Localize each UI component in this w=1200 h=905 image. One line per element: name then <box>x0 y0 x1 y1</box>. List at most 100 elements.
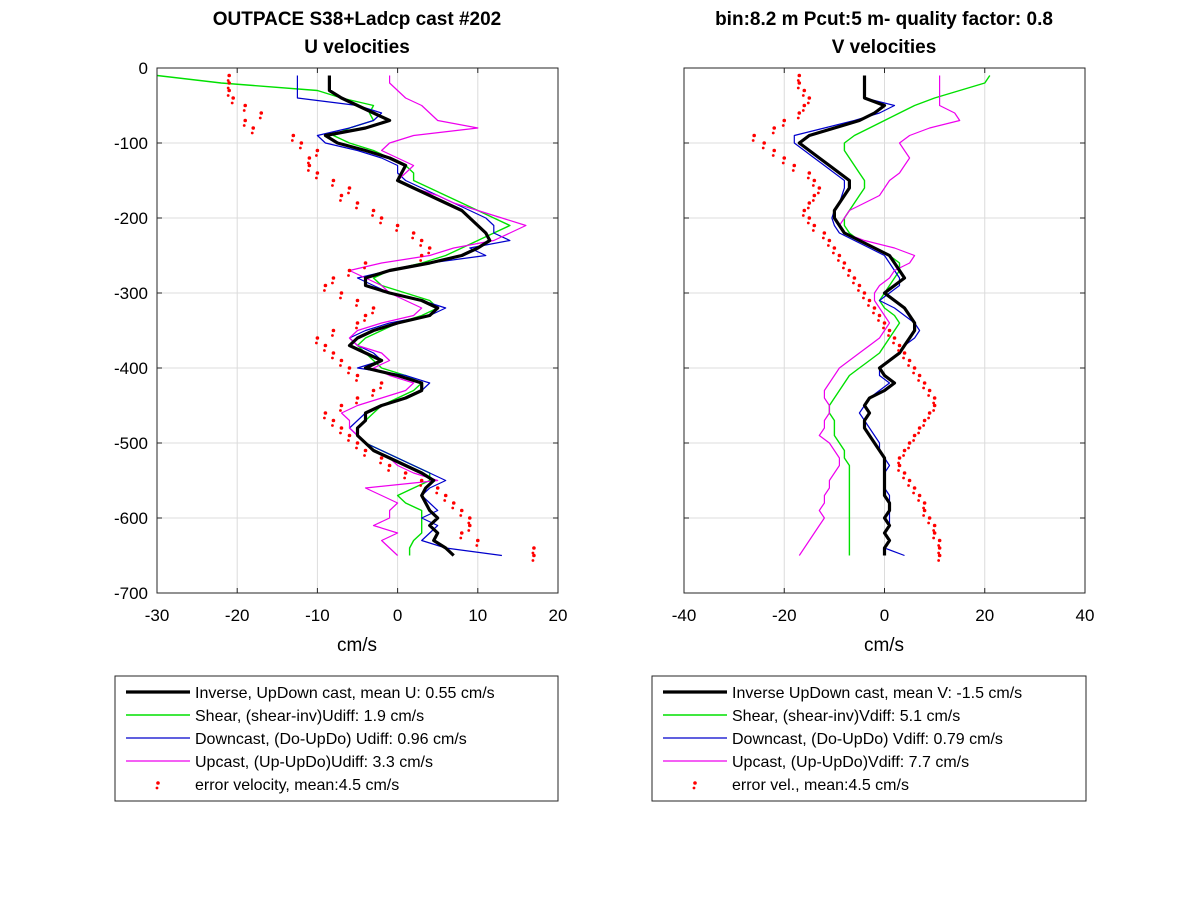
error-velocity-point <box>531 559 535 562</box>
error-velocity-point <box>937 546 942 550</box>
error-velocity-point <box>887 334 890 337</box>
error-velocity-point <box>323 289 326 292</box>
error-velocity-point <box>339 409 342 412</box>
error-velocity-point <box>781 124 785 127</box>
error-velocity-point <box>857 283 862 288</box>
legend-entry-label: Shear, (shear-inv)Udiff: 1.9 cm/s <box>195 708 424 725</box>
error-velocity-point <box>877 319 880 322</box>
error-velocity-point <box>347 366 352 370</box>
error-velocity-point <box>315 148 320 153</box>
error-velocity-point <box>347 268 352 273</box>
error-velocity-point <box>897 349 900 352</box>
error-velocity-point <box>419 238 424 243</box>
error-velocity-point <box>897 469 900 472</box>
error-velocity-point <box>802 208 807 213</box>
error-velocity-point <box>806 101 810 105</box>
error-velocity-point <box>230 101 234 105</box>
error-velocity-point <box>331 351 336 355</box>
error-velocity-point <box>331 424 334 427</box>
y-tick-label: -600 <box>114 509 148 528</box>
error-velocity-point <box>323 411 328 415</box>
error-velocity-point <box>459 508 464 513</box>
error-velocity-point <box>917 493 922 498</box>
error-velocity-point <box>355 396 360 400</box>
error-velocity-point <box>907 441 912 445</box>
error-velocity-point <box>339 199 342 202</box>
error-velocity-point <box>355 326 358 330</box>
error-velocity-point <box>806 176 810 180</box>
inverse-series-line <box>797 75 917 556</box>
error-velocity-point <box>796 86 800 90</box>
error-velocity-point <box>315 336 320 340</box>
error-velocity-point <box>459 536 463 540</box>
error-velocity-point <box>802 103 807 108</box>
error-velocity-point <box>937 553 942 558</box>
error-velocity-point <box>817 186 822 190</box>
error-velocity-point <box>811 199 815 202</box>
legend-swatch <box>155 781 160 790</box>
error-velocity-point <box>922 506 925 510</box>
error-velocity-point <box>761 146 765 150</box>
error-velocity-point <box>476 538 480 543</box>
error-velocity-point <box>339 431 342 435</box>
error-velocity-point <box>379 461 382 465</box>
error-velocity-point <box>932 536 936 540</box>
error-velocity-point <box>932 531 937 535</box>
error-velocity-point <box>315 154 318 157</box>
error-velocity-point <box>811 229 815 232</box>
error-velocity-point <box>259 111 264 115</box>
error-velocity-point <box>892 336 897 340</box>
error-velocity-point <box>807 216 812 220</box>
error-velocity-point <box>459 514 463 517</box>
error-velocity-point <box>752 133 756 138</box>
error-velocity-point <box>355 373 360 378</box>
error-velocity-point <box>379 221 382 225</box>
x-tick-label: -20 <box>772 606 797 625</box>
error-velocity-point <box>902 476 905 480</box>
x-tick-label: 10 <box>468 606 487 625</box>
error-velocity-point <box>917 373 922 378</box>
x-tick-label: -10 <box>305 606 330 625</box>
error-velocity-point <box>307 156 312 160</box>
error-velocity-point <box>435 486 440 490</box>
error-velocity-point <box>902 356 905 360</box>
error-velocity-point <box>807 201 812 205</box>
error-velocity-point <box>363 261 368 265</box>
v-ticks: -40 -20 0 20 40 <box>672 67 1094 625</box>
error-velocity-point <box>887 328 892 333</box>
upcast-series-line <box>798 75 961 556</box>
u-plot-frame <box>156 67 559 594</box>
y-tick-label: -700 <box>114 584 148 603</box>
error-velocity-point <box>331 178 336 183</box>
error-velocity-point <box>922 424 925 427</box>
error-velocity-point <box>937 538 942 543</box>
error-velocity-point <box>371 306 376 310</box>
error-velocity-point <box>927 516 932 520</box>
error-velocity-point <box>258 116 262 120</box>
error-velocity-point <box>822 231 827 235</box>
error-velocity-point <box>379 216 384 220</box>
error-velocity-point <box>315 341 318 345</box>
error-velocity-point <box>897 463 902 468</box>
error-velocity-point <box>339 364 342 367</box>
error-velocity-point <box>395 223 400 228</box>
error-velocity-point <box>347 371 350 375</box>
error-velocity-point <box>435 491 439 495</box>
error-velocity-point <box>897 343 902 348</box>
v-xaxis-label: cm/s <box>864 635 904 656</box>
error-velocity-point <box>339 426 344 430</box>
error-velocity-point <box>419 484 423 487</box>
error-velocity-point <box>532 553 536 558</box>
error-velocity-point <box>862 291 867 295</box>
u-velocity-panel: OUTPACE S38+Ladcp cast #202 U velocities… <box>114 9 567 802</box>
error-velocity-point <box>837 253 842 258</box>
u-chart-title-line1: OUTPACE S38+Ladcp cast #202 <box>213 9 501 30</box>
error-velocity-point <box>355 206 358 210</box>
error-velocity-point <box>922 501 927 505</box>
error-velocity-point <box>339 403 344 408</box>
error-velocity-point <box>912 491 915 495</box>
error-velocity-point <box>762 141 766 145</box>
v-plot-lines <box>751 73 991 562</box>
error-velocity-point <box>243 118 248 123</box>
y-tick-label: -100 <box>114 134 148 153</box>
